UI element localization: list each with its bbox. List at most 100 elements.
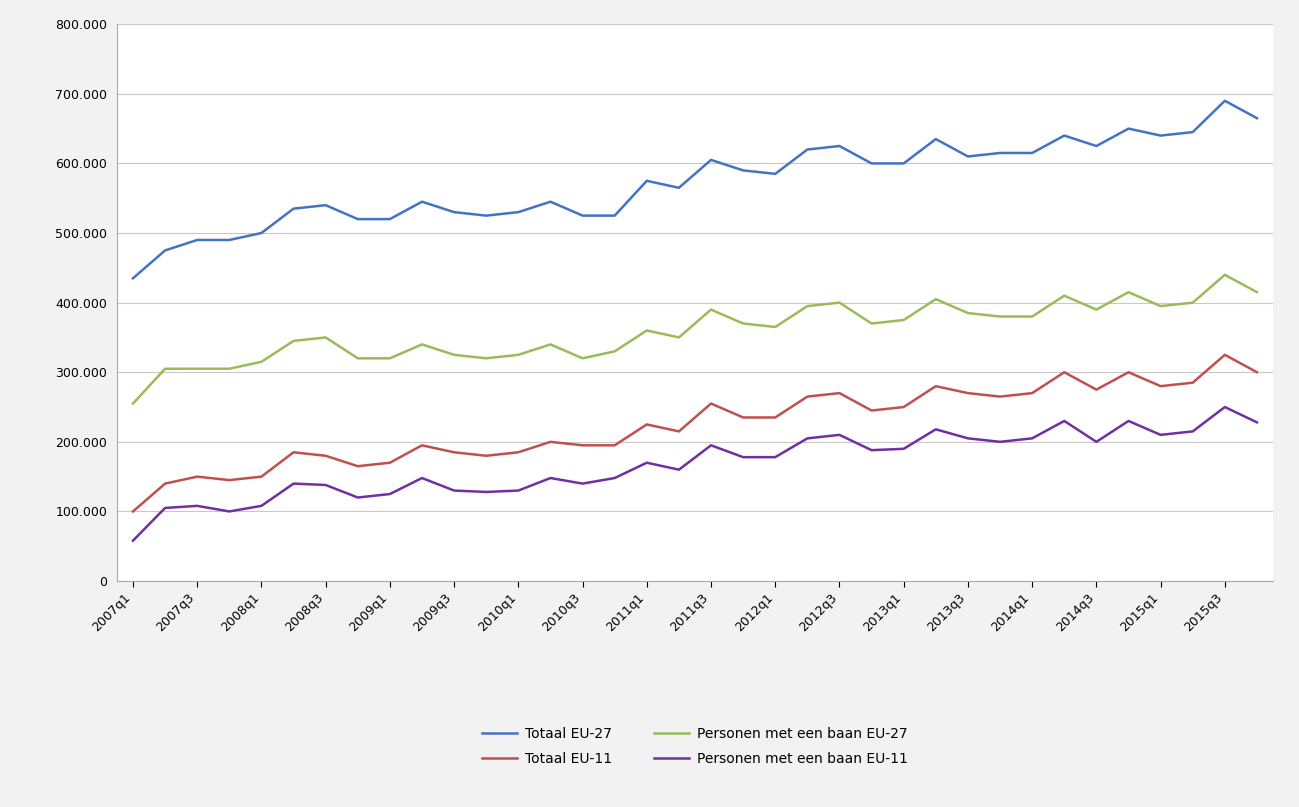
Personen met een baan EU-27	[768, 322, 783, 332]
Totaal EU-27	[1121, 123, 1137, 133]
Personen met een baan EU-27	[222, 364, 238, 374]
Personen met een baan EU-27	[864, 319, 879, 328]
Personen met een baan EU-11	[1217, 402, 1233, 412]
Totaal EU-27	[157, 245, 173, 255]
Totaal EU-27	[1250, 113, 1265, 123]
Personen met een baan EU-27	[157, 364, 173, 374]
Personen met een baan EU-11	[927, 424, 943, 434]
Totaal EU-11	[574, 441, 590, 450]
Line: Personen met een baan EU-11: Personen met een baan EU-11	[132, 407, 1257, 541]
Personen met een baan EU-11	[1121, 416, 1137, 426]
Personen met een baan EU-27	[1185, 298, 1200, 307]
Totaal EU-27	[478, 211, 494, 220]
Personen met een baan EU-27	[543, 340, 559, 349]
Personen met een baan EU-11	[447, 486, 462, 495]
Personen met een baan EU-27	[1121, 287, 1137, 297]
Personen met een baan EU-11	[382, 489, 397, 499]
Totaal EU-11	[927, 381, 943, 391]
Totaal EU-11	[382, 458, 397, 467]
Personen met een baan EU-27	[1152, 301, 1168, 311]
Totaal EU-11	[543, 437, 559, 447]
Totaal EU-27	[672, 183, 687, 193]
Totaal EU-11	[992, 391, 1008, 401]
Totaal EU-27	[1217, 96, 1233, 106]
Personen met een baan EU-11	[511, 486, 526, 495]
Totaal EU-11	[960, 388, 976, 398]
Personen met een baan EU-11	[253, 501, 269, 511]
Personen met een baan EU-27	[1217, 270, 1233, 280]
Personen met een baan EU-11	[349, 492, 365, 502]
Personen met een baan EU-11	[960, 433, 976, 443]
Totaal EU-11	[478, 451, 494, 461]
Totaal EU-27	[1185, 128, 1200, 137]
Totaal EU-27	[1089, 141, 1104, 151]
Totaal EU-11	[672, 427, 687, 437]
Personen met een baan EU-11	[1089, 437, 1104, 447]
Personen met een baan EU-11	[190, 501, 205, 511]
Totaal EU-11	[703, 399, 718, 408]
Personen met een baan EU-11	[1185, 427, 1200, 437]
Personen met een baan EU-27	[511, 350, 526, 360]
Personen met een baan EU-11	[414, 473, 430, 483]
Personen met een baan EU-11	[831, 430, 847, 440]
Personen met een baan EU-11	[703, 441, 718, 450]
Totaal EU-11	[190, 472, 205, 482]
Line: Totaal EU-11: Totaal EU-11	[132, 355, 1257, 512]
Totaal EU-11	[125, 507, 140, 516]
Totaal EU-11	[511, 447, 526, 457]
Personen met een baan EU-11	[286, 479, 301, 488]
Totaal EU-27	[768, 169, 783, 178]
Personen met een baan EU-27	[672, 332, 687, 342]
Personen met een baan EU-11	[607, 473, 622, 483]
Personen met een baan EU-27	[447, 350, 462, 360]
Totaal EU-11	[1025, 388, 1040, 398]
Line: Personen met een baan EU-27: Personen met een baan EU-27	[132, 274, 1257, 404]
Personen met een baan EU-27	[831, 298, 847, 307]
Personen met een baan EU-27	[1250, 287, 1265, 297]
Personen met een baan EU-27	[190, 364, 205, 374]
Personen met een baan EU-11	[574, 479, 590, 488]
Personen met een baan EU-27	[960, 308, 976, 318]
Totaal EU-11	[735, 412, 751, 422]
Totaal EU-27	[382, 214, 397, 224]
Totaal EU-27	[318, 200, 334, 210]
Personen met een baan EU-11	[992, 437, 1008, 447]
Personen met een baan EU-27	[927, 295, 943, 304]
Personen met een baan EU-27	[639, 325, 655, 336]
Totaal EU-11	[800, 391, 816, 401]
Totaal EU-11	[768, 412, 783, 422]
Totaal EU-27	[864, 158, 879, 169]
Personen met een baan EU-27	[253, 357, 269, 366]
Personen met een baan EU-11	[1056, 416, 1072, 426]
Personen met een baan EU-11	[1152, 430, 1168, 440]
Totaal EU-27	[927, 134, 943, 144]
Personen met een baan EU-11	[1250, 417, 1265, 427]
Totaal EU-11	[1152, 381, 1168, 391]
Personen met een baan EU-27	[703, 305, 718, 315]
Totaal EU-27	[639, 176, 655, 186]
Personen met een baan EU-27	[478, 353, 494, 363]
Personen met een baan EU-11	[222, 507, 238, 516]
Totaal EU-27	[831, 141, 847, 151]
Personen met een baan EU-11	[896, 444, 912, 454]
Totaal EU-27	[574, 211, 590, 220]
Totaal EU-27	[286, 204, 301, 214]
Totaal EU-11	[318, 451, 334, 461]
Personen met een baan EU-27	[800, 301, 816, 311]
Totaal EU-11	[1121, 367, 1137, 377]
Totaal EU-27	[735, 165, 751, 175]
Totaal EU-27	[349, 214, 365, 224]
Totaal EU-27	[1025, 148, 1040, 158]
Personen met een baan EU-27	[382, 353, 397, 363]
Totaal EU-11	[414, 441, 430, 450]
Totaal EU-27	[1056, 131, 1072, 140]
Personen met een baan EU-27	[896, 316, 912, 325]
Totaal EU-11	[1089, 385, 1104, 395]
Totaal EU-11	[286, 447, 301, 457]
Totaal EU-11	[1185, 378, 1200, 387]
Personen met een baan EU-27	[1025, 312, 1040, 321]
Personen met een baan EU-11	[864, 445, 879, 455]
Totaal EU-11	[253, 472, 269, 482]
Totaal EU-27	[511, 207, 526, 217]
Personen met een baan EU-27	[318, 332, 334, 342]
